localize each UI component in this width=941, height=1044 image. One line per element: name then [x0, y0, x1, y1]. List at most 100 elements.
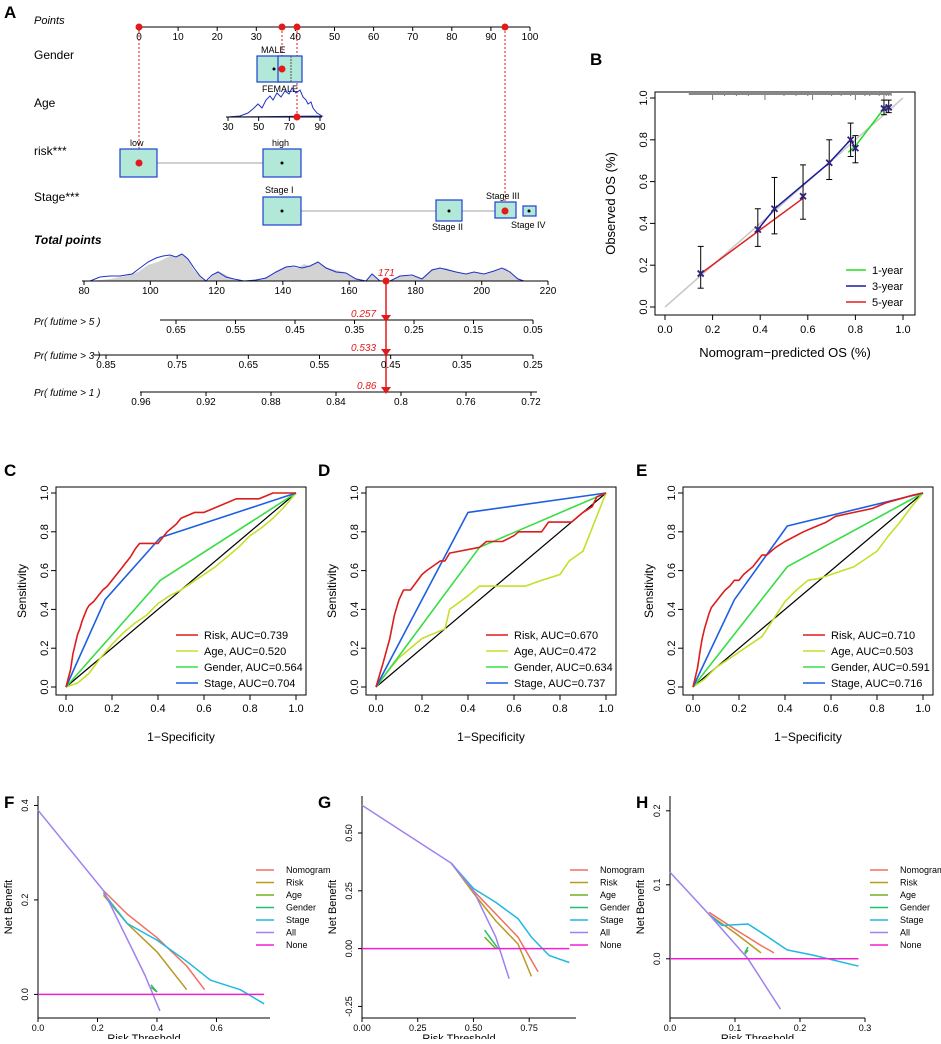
- roc-chart-e: 0.0 0.2 0.4 0.6 0.8 1.0 0.0 0.2 0.4 0.6 0.8 1.0 1−Sp…: [642, 485, 934, 744]
- rug-band: [688, 92, 892, 95]
- y-tick-label: 1.0: [39, 485, 51, 500]
- legend-label: Nomogram: [600, 865, 645, 875]
- calibration-chart: 0.0 0.2 0.4 0.6 0.8 1.0 0.0 0.2 0.4 0.6 0.8 1.0 Nomo…: [603, 90, 916, 360]
- y-tick-label: 0.00: [344, 940, 354, 958]
- stage-ii-label: Stage II: [432, 222, 463, 232]
- tick-label: 0.05: [523, 325, 543, 336]
- legend-label: Gender, AUC=0.634: [514, 662, 613, 674]
- y-tick-label: 0.2: [638, 258, 650, 273]
- x-tick-label: 0.6: [210, 1023, 223, 1033]
- tick-label: 0.84: [326, 397, 346, 408]
- pr1-label: Pr( futime > 1 ): [34, 388, 100, 399]
- x-tick-label: 0.2: [731, 703, 746, 715]
- y-axis-title: Sensitivity: [642, 564, 656, 618]
- calibration-point: [697, 269, 705, 278]
- y-axis-title: Net Benefit: [3, 880, 15, 934]
- age-density: [227, 87, 324, 118]
- tick-label: 100: [522, 32, 539, 43]
- tick-label: 0.25: [404, 325, 424, 336]
- x-tick-label: 0.8: [242, 703, 257, 715]
- tick-label: 0.35: [452, 360, 472, 371]
- legend-label: Gender, AUC=0.591: [831, 662, 930, 674]
- y-tick-label: 0.6: [349, 563, 361, 578]
- x-tick-label: 0.6: [823, 703, 838, 715]
- points-markers: [135, 23, 509, 31]
- roc-curve-Risk: [375, 492, 607, 688]
- legend-label: Stage, AUC=0.704: [204, 678, 295, 690]
- x-tick-label: 0.8: [552, 703, 567, 715]
- roc-curve-Stage: [375, 492, 607, 688]
- x-tick-label: 1.0: [895, 324, 910, 336]
- legend-label: Stage: [600, 915, 624, 925]
- roc-chart-d: 0.0 0.2 0.4 0.6 0.8 1.0 0.0 0.2 0.4 0.6 0.8 1.0 1−Sp…: [325, 485, 617, 744]
- x-tick-label: 1.0: [598, 703, 613, 715]
- x-axis-title: 1−Specificity: [147, 730, 215, 744]
- tick-label: 0.65: [166, 325, 186, 336]
- legend-label: Nomogram: [286, 865, 331, 875]
- panel-label-d: D: [318, 461, 330, 480]
- tick-label: 0.85: [96, 360, 116, 371]
- roc-curve-Gender: [65, 492, 297, 688]
- panel-label-c: C: [4, 461, 16, 480]
- y-tick-label: 0.6: [39, 563, 51, 578]
- tick-label: 0.76: [456, 397, 476, 408]
- y-tick-label: 0.50: [344, 824, 354, 842]
- y-tick-label: 0.2: [20, 894, 30, 907]
- age-label: Age: [34, 96, 56, 110]
- y-tick-label: 0.0: [666, 679, 678, 694]
- tick-label: 0.55: [226, 325, 246, 336]
- x-tick-label: 0.0: [32, 1023, 45, 1033]
- y-tick-label: 0.2: [349, 641, 361, 656]
- tick-label: 100: [142, 286, 159, 297]
- y-axis-title: Sensitivity: [15, 564, 29, 618]
- x-tick-label: 0.4: [777, 703, 792, 715]
- tick-label: 70: [284, 122, 296, 133]
- y-tick-label: 0.4: [39, 602, 51, 617]
- x-tick-label: 0.25: [409, 1023, 427, 1033]
- x-tick-label: 0.4: [460, 703, 475, 715]
- age-ticks: 30 50 70 90: [222, 117, 326, 133]
- pr3-ticks: 0.85 0.75 0.65 0.55 0.45 0.35 0.25: [96, 355, 543, 371]
- y-tick-label: 0.8: [638, 132, 650, 147]
- legend-label: Risk, AUC=0.670: [514, 630, 598, 642]
- calibration-point: [799, 192, 807, 200]
- legend-label: Age, AUC=0.472: [514, 646, 596, 658]
- chance-diagonal: [375, 492, 607, 688]
- y-axis-title: Net Benefit: [327, 880, 339, 934]
- legend-label: Risk: [900, 878, 918, 888]
- x-tick-label: 0.2: [794, 1023, 807, 1033]
- tick-label: 70: [407, 32, 419, 43]
- y-tick-label: 0.8: [39, 524, 51, 539]
- panel-label-e: E: [636, 461, 647, 480]
- y-tick-label: 0.0: [349, 679, 361, 694]
- plot-frame: [365, 486, 617, 696]
- roc-chart-c: 0.0 0.2 0.4 0.6 0.8 1.0 0.0 0.2 0.4 0.6 0.8 1.0 1−Sp…: [15, 485, 307, 744]
- pr5-value: 0.257: [351, 309, 376, 320]
- decision-curve-Gender: [744, 946, 749, 954]
- x-tick-label: 0.00: [353, 1023, 371, 1033]
- roc-curve-Age: [65, 492, 297, 688]
- legend-label: Risk: [286, 878, 304, 888]
- x-axis-title: Risk Threshold: [422, 1033, 495, 1039]
- x-tick-label: 0.6: [800, 324, 815, 336]
- stage-i-label: Stage I: [265, 185, 294, 195]
- panel-label-h: H: [636, 793, 648, 812]
- y-tick-label: 0.2: [39, 641, 51, 656]
- x-axis-title: 1−Specificity: [457, 730, 525, 744]
- tick-label: 80: [78, 286, 90, 297]
- tick-label: 0.8: [394, 397, 408, 408]
- y-axis-title: Observed OS (%): [603, 152, 618, 255]
- tick-label: 0.92: [196, 397, 216, 408]
- y-axis-title: Sensitivity: [325, 564, 339, 618]
- legend-label: None: [600, 940, 622, 950]
- tick-label: 30: [222, 122, 234, 133]
- total-points-ticks: 80 100 120 140 160 180 200 220: [78, 281, 557, 297]
- legend-label: Age, AUC=0.520: [204, 646, 286, 658]
- panel-label-f: F: [4, 793, 14, 812]
- x-tick-label: 0.8: [869, 703, 884, 715]
- guide-lines: [138, 27, 506, 211]
- tick-label: 50: [329, 32, 341, 43]
- decision-curve-Gender: [150, 984, 158, 993]
